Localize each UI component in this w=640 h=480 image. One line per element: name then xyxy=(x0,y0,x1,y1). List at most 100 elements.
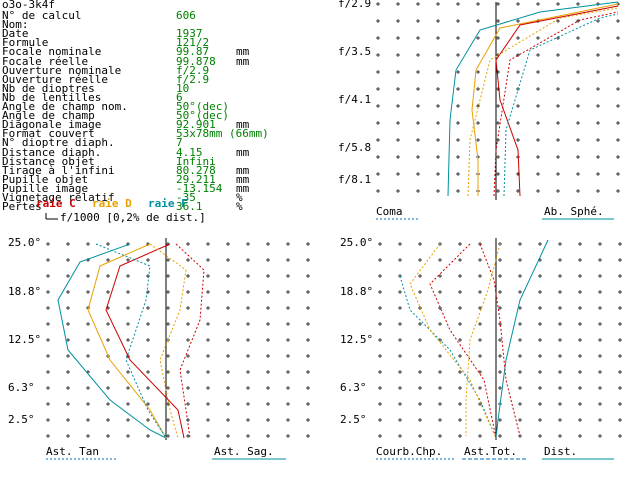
ast-curve-f-tan xyxy=(57,243,167,439)
param-value: -13.154 xyxy=(176,181,223,195)
param-value: 10 xyxy=(176,81,190,95)
curv-label: Dist. xyxy=(544,445,577,458)
curv-curve-f xyxy=(399,275,497,439)
coma-curve-d-dash xyxy=(467,7,619,197)
lens-title: o3o-3k4f xyxy=(2,0,55,11)
param-unit: mm xyxy=(236,54,250,68)
coma-curve-f-dash xyxy=(503,13,619,197)
param-value: 6 xyxy=(176,90,183,104)
param-label: N° de calcul xyxy=(2,9,82,22)
ast-curve-d-tan xyxy=(87,243,167,439)
curv-tick-label: 25.0° xyxy=(340,236,373,249)
param-unit: % xyxy=(236,191,243,204)
curv-curve-c xyxy=(429,243,497,439)
ast-tick-label: 18.8° xyxy=(8,285,41,298)
curv-label: Ast.Tot. xyxy=(464,445,517,458)
param-label: Formule xyxy=(2,36,49,50)
param-value: -35 xyxy=(176,191,196,204)
param-value: 121/2 xyxy=(176,36,210,50)
curv-tick-label: 18.8° xyxy=(340,285,373,298)
param-label: Nb de dioptres xyxy=(2,81,95,95)
ast-sag-label: Ast. Sag. xyxy=(214,445,274,458)
param-unit: mm xyxy=(236,45,250,59)
legend-raie-c: raie C xyxy=(36,197,76,210)
ast-tick-label: 2.5° xyxy=(8,413,35,426)
param-label: Date xyxy=(2,27,29,41)
coma-tick-label: f/8.1 xyxy=(338,173,371,186)
ast-tick-label: 6.3° xyxy=(8,381,35,394)
curv-tick-label: 6.3° xyxy=(340,381,367,394)
param-value: f/2.9 xyxy=(176,72,210,86)
curv-tick-label: 2.5° xyxy=(340,413,367,426)
astigmatism-chart: 25.0° 18.8° 12.5° 6.3° 2.5° Ast. Tan Ast. Sag. xyxy=(8,236,310,460)
coma-tick-label: f/3.5 xyxy=(338,45,371,58)
param-value: Infini xyxy=(176,154,216,168)
ast-tick-label: 25.0° xyxy=(8,236,41,249)
param-label: Nb de lentilles xyxy=(2,90,102,104)
param-label: Angle de champ nom. xyxy=(2,100,128,113)
param-label: Focale nominale xyxy=(2,45,102,59)
param-value: 53x78mm (66mm) xyxy=(176,127,269,141)
param-value: f/2.9 xyxy=(176,63,210,77)
curv-curve-c2 xyxy=(479,243,521,437)
spherical-label: Ab. Sphé. xyxy=(544,205,604,218)
param-value: 29.211 xyxy=(176,172,216,186)
param-label: Focale réelle xyxy=(2,54,89,68)
param-label: N° dioptre diaph. xyxy=(2,136,115,150)
param-label: Angle de champ xyxy=(2,109,95,123)
coma-tick-label: f/2.9 xyxy=(338,0,371,10)
param-label: Nom: xyxy=(2,18,29,32)
param-label: Pertes xyxy=(2,200,42,214)
param-value: 99.878 xyxy=(176,54,216,68)
coma-curve-d xyxy=(471,3,619,196)
curv-tick-label: 12.5° xyxy=(340,333,373,346)
ast-tick-label: 12.5° xyxy=(8,333,41,346)
param-label: Tirage à l'infini xyxy=(2,163,115,177)
param-value: 7 xyxy=(176,136,183,150)
legend-raie-f: raie F xyxy=(148,197,188,210)
curv-curve-d xyxy=(409,243,497,439)
distortion-curve xyxy=(495,239,549,439)
param-label: Vignetage relatif xyxy=(2,191,115,204)
param-value: 36.1 xyxy=(176,200,203,214)
coma-label: Coma xyxy=(376,205,403,218)
ast-curve-f-sag xyxy=(95,243,167,439)
field-curvature-chart: 25.0° 18.8° 12.5° 6.3° 2.5° Courb.Chp. Ast.Tot… xyxy=(340,236,622,460)
param-label: Format couvert xyxy=(2,127,95,141)
param-value: 4.15 xyxy=(176,145,203,159)
coma-tick-label: f/5.8 xyxy=(338,141,371,154)
curv-curve-d2 xyxy=(465,243,501,436)
coma-curve-f xyxy=(447,1,619,197)
coma-curve-c xyxy=(495,5,619,197)
param-label: Ouverture réelle xyxy=(2,72,108,86)
parameters-panel: o3o-3k4f N° de calcul 606 Nom: Date 1937 Form… xyxy=(0,0,330,212)
param-unit: mm xyxy=(236,145,250,159)
legend-tolerance: f/1000 [0,2% de dist.] xyxy=(60,211,206,224)
ast-curve-d-sag xyxy=(149,243,187,439)
param-value: 50°(dec) xyxy=(176,100,229,113)
param-value: 92.901 xyxy=(176,118,216,132)
param-label: Distance objet xyxy=(2,154,95,168)
coma-tick-label: f/4.1 xyxy=(338,93,371,106)
curv-label: Courb.Chp. xyxy=(376,445,442,458)
param-value: 606 xyxy=(176,9,196,22)
legend: raie C raie D raie F f/1000 [0,2% de dis… xyxy=(36,197,206,224)
param-value: 1937 xyxy=(176,27,203,41)
param-unit: mm xyxy=(236,118,250,132)
param-unit: mm xyxy=(236,172,250,186)
legend-raie-d: raie D xyxy=(92,197,132,210)
ast-curve-c-tan xyxy=(105,243,185,439)
ast-curve-c-sag xyxy=(175,243,205,439)
param-unit: mm xyxy=(236,163,250,177)
param-label: Pupille image xyxy=(2,181,89,195)
ast-tan-label: Ast. Tan xyxy=(46,445,99,458)
param-label: Distance diaph. xyxy=(2,145,102,159)
param-label: Diagonale image xyxy=(2,118,102,132)
param-value: 50°(dec) xyxy=(176,109,229,123)
param-unit: mm xyxy=(236,181,250,195)
coma-curve-c-dash xyxy=(493,11,619,197)
param-unit: % xyxy=(236,200,243,214)
param-label: Ouverture nominale xyxy=(2,63,122,77)
coma-chart: f/2.9 f/3.5 f/4.1 f/5.8 f/8.1 Coma Ab. Sphé. xyxy=(338,0,620,220)
